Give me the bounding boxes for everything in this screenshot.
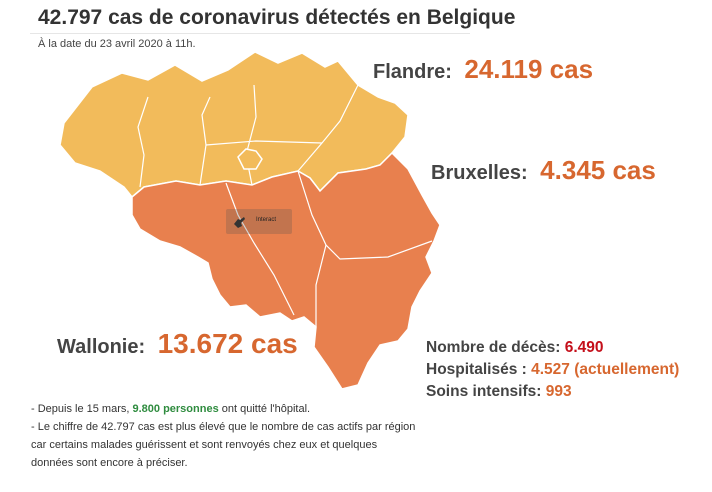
- interact-label: Interact: [256, 217, 277, 223]
- note-1-highlight: 9.800 personnes: [132, 403, 219, 415]
- deaths-value: 6.490: [564, 339, 604, 356]
- note-1-suffix: ont quitté l'hôpital.: [218, 403, 311, 415]
- stat-deaths: Nombre de décès: 6.490: [426, 339, 679, 361]
- label-flandre: Flandre: 24.119 cas: [373, 54, 593, 85]
- note-1-prefix: - Depuis le 15 mars,: [31, 403, 133, 415]
- hospitalized-label: Hospitalisés :: [426, 361, 527, 378]
- interact-button[interactable]: Interact: [226, 209, 292, 234]
- stat-intensive: Soins intensifs: 993: [426, 383, 679, 405]
- bruxelles-name: Bruxelles:: [431, 162, 528, 184]
- footnotes: - Depuis le 15 mars, 9.800 personnes ont…: [31, 400, 471, 472]
- wallonie-name: Wallonie:: [57, 336, 146, 358]
- note-line-3: car certains malades guérissent et sont …: [31, 439, 378, 451]
- wallonie-value: 13.672 cas: [157, 328, 298, 359]
- intensive-label: Soins intensifs:: [426, 383, 542, 400]
- note-line-2: - Le chiffre de 42.797 cas est plus élev…: [31, 421, 416, 433]
- label-wallonie: Wallonie: 13.672 cas: [57, 328, 298, 360]
- title-divider: [30, 33, 470, 34]
- hospitalized-value: 4.527 (actuellement): [531, 361, 680, 378]
- date-subtitle: À la date du 23 avril 2020 à 11h.: [38, 38, 196, 50]
- note-line-1: - Depuis le 15 mars, 9.800 personnes ont…: [31, 400, 471, 418]
- label-bruxelles: Bruxelles: 4.345 cas: [431, 155, 656, 186]
- belgium-map: [59, 51, 441, 390]
- bruxelles-value: 4.345 cas: [540, 155, 656, 185]
- intensive-value: 993: [545, 383, 572, 400]
- page-title: 42.797 cas de coronavirus détectés en Be…: [38, 6, 516, 29]
- flandre-name: Flandre:: [373, 61, 452, 83]
- flandre-value: 24.119 cas: [464, 54, 594, 84]
- deaths-label: Nombre de décès:: [426, 339, 561, 356]
- note-line-4: données sont encore à préciser.: [31, 457, 188, 469]
- pointer-hand-icon: [234, 217, 245, 228]
- region-wallonie[interactable]: [131, 151, 441, 390]
- province-borders: [137, 84, 433, 327]
- stat-hospitalized: Hospitalisés : 4.527 (actuellement): [426, 361, 679, 383]
- stats-panel: Nombre de décès: 6.490 Hospitalisés : 4.…: [426, 339, 679, 405]
- region-bruxelles[interactable]: [237, 148, 263, 170]
